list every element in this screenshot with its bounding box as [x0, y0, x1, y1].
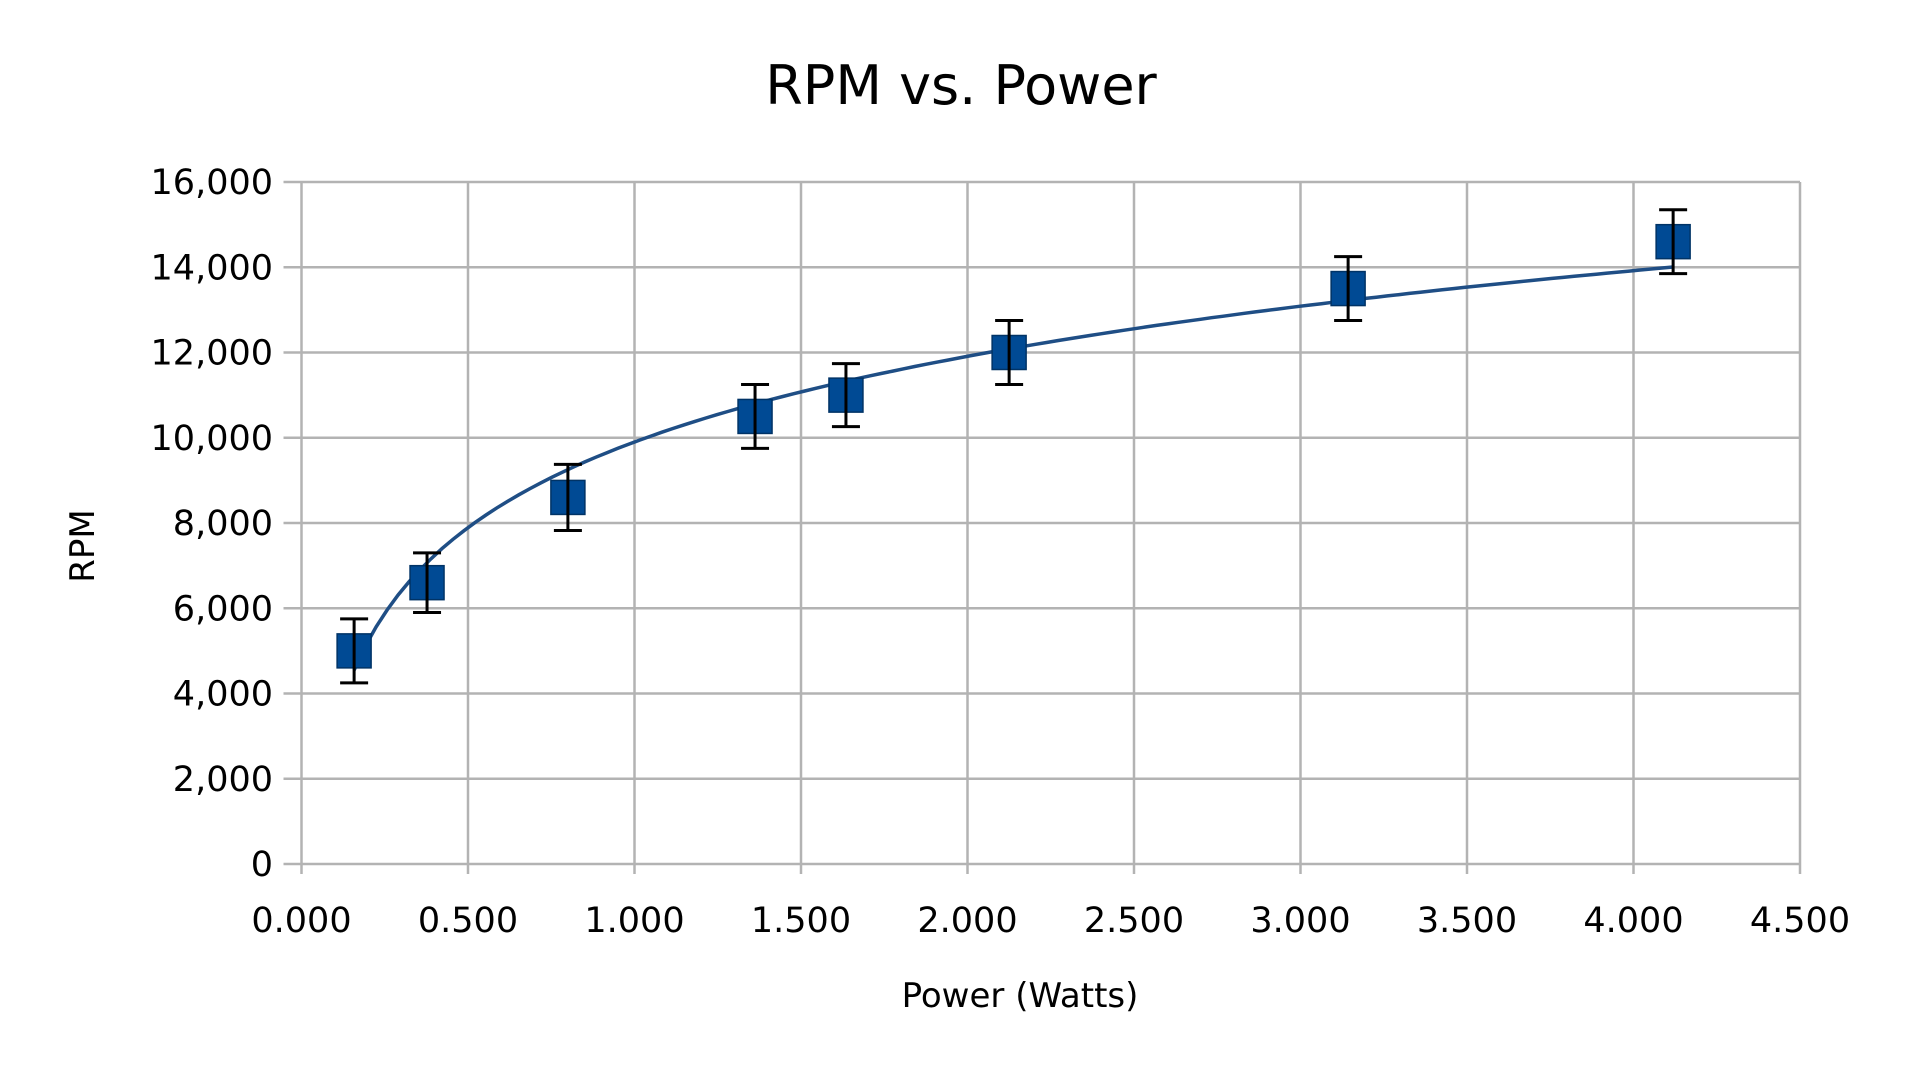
y-tick-label: 10,000: [151, 419, 273, 459]
y-tick-label: 14,000: [151, 248, 273, 288]
x-tick-label: 2.000: [917, 901, 1017, 941]
data-point: [1330, 255, 1366, 323]
data-point: [336, 617, 372, 685]
x-tick-label: 2.500: [1084, 901, 1184, 941]
y-tick-label: 6,000: [173, 589, 273, 629]
data-point: [828, 362, 864, 429]
x-tick-label: 3.000: [1250, 901, 1350, 941]
x-tick-label: 0.000: [251, 901, 351, 941]
y-tick-label: 0: [251, 845, 273, 885]
x-axis-label: Power (Watts): [902, 976, 1139, 1016]
y-axis-label: RPM: [63, 509, 103, 582]
y-tick-label: 4,000: [173, 675, 273, 715]
x-axis-tick-labels: 0.000 0.500 1.000 1.500 2.000 2.500 3.000 3.500…: [251, 901, 1850, 941]
data-point: [550, 462, 586, 532]
chart-title: RPM vs. Power: [765, 54, 1157, 117]
data-points: [336, 208, 1691, 685]
gridlines: [283, 180, 1802, 874]
data-point: [991, 319, 1027, 386]
data-point: [737, 382, 773, 450]
x-tick-label: 0.500: [418, 901, 518, 941]
y-tick-label: 16,000: [151, 163, 273, 203]
y-tick-label: 12,000: [151, 334, 273, 374]
x-tick-label: 1.000: [584, 901, 684, 941]
data-point: [1655, 208, 1691, 276]
y-tick-label: 8,000: [173, 504, 273, 544]
x-tick-label: 4.000: [1583, 901, 1683, 941]
x-tick-label: 3.500: [1417, 901, 1517, 941]
data-point: [409, 551, 445, 615]
x-tick-label: 1.500: [751, 901, 851, 941]
y-tick-label: 2,000: [173, 760, 273, 800]
x-tick-label: 4.500: [1750, 901, 1850, 941]
y-axis-tick-labels: 0 2,000 4,000 6,000 8,000 10,000 12,000 14,000 1…: [151, 163, 273, 885]
